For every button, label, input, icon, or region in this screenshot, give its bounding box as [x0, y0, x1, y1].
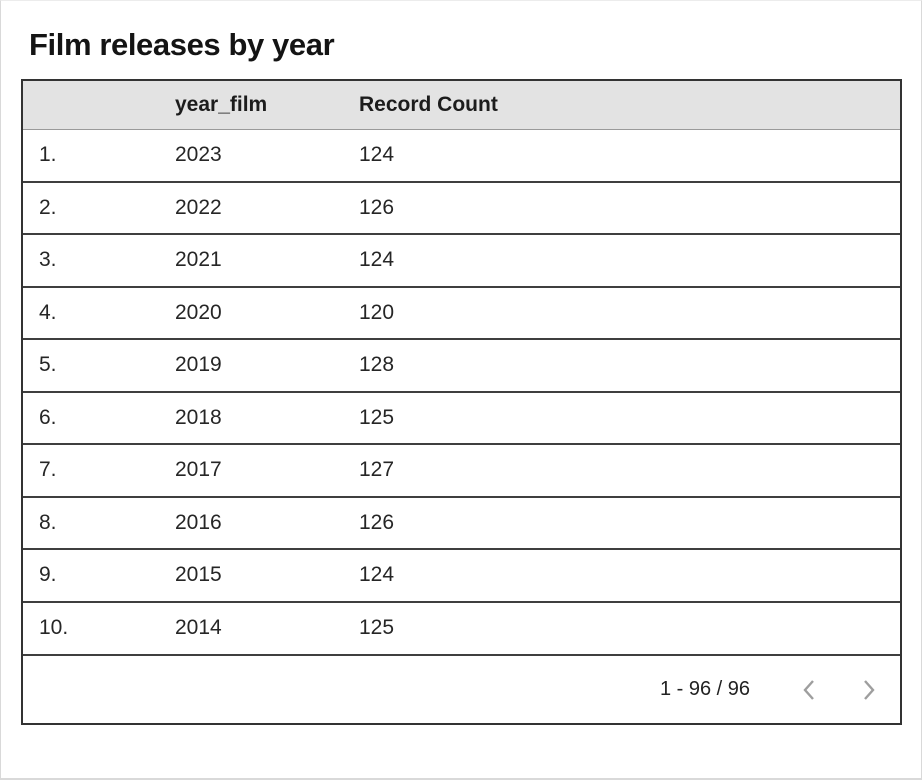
row-number-cell: 2.: [23, 181, 159, 234]
year-film-cell: 2016: [159, 496, 343, 549]
table-row: 7. 2017 127: [23, 444, 900, 497]
table-header: year_film Record Count: [23, 81, 900, 130]
row-number-cell: 10.: [23, 601, 159, 654]
record-count-cell: 125: [343, 601, 900, 654]
header-row: year_film Record Count: [23, 81, 900, 130]
col-header-year-film[interactable]: year_film: [159, 81, 343, 130]
table-row: 2. 2022 126: [23, 181, 900, 234]
record-count-cell: 126: [343, 181, 900, 234]
record-count-cell: 124: [343, 234, 900, 287]
year-film-cell: 2014: [159, 601, 343, 654]
table-row: 5. 2019 128: [23, 339, 900, 392]
table-row: 3. 2021 124: [23, 234, 900, 287]
table-row: 1. 2023 124: [23, 129, 900, 182]
pagination-range-label: 1 - 96 / 96: [659, 678, 750, 700]
table-card: year_film Record Count 1. 2023 124 2. 20…: [21, 79, 902, 725]
pagination-prev-button[interactable]: [786, 666, 834, 714]
table-row: 10. 2014 125: [23, 601, 900, 654]
record-count-cell: 120: [343, 286, 900, 339]
year-film-cell: 2019: [159, 339, 343, 392]
row-number-cell: 6.: [23, 391, 159, 444]
record-count-cell: 127: [343, 444, 900, 497]
year-film-cell: 2022: [159, 181, 343, 234]
row-number-cell: 3.: [23, 234, 159, 287]
row-number-cell: 7.: [23, 444, 159, 497]
table-row: 8. 2016 126: [23, 496, 900, 549]
year-film-cell: 2017: [159, 444, 343, 497]
record-count-cell: 124: [343, 129, 900, 182]
year-film-cell: 2023: [159, 129, 343, 182]
row-number-cell: 1.: [23, 129, 159, 182]
row-number-cell: 4.: [23, 286, 159, 339]
row-number-cell: 8.: [23, 496, 159, 549]
year-film-cell: 2018: [159, 391, 343, 444]
table-body: 1. 2023 124 2. 2022 126 3. 2021 124 4. 2…: [23, 129, 900, 654]
record-count-cell: 126: [343, 496, 900, 549]
year-film-cell: 2021: [159, 234, 343, 287]
page-title: Film releases by year: [29, 27, 335, 62]
row-number-cell: 9.: [23, 549, 159, 602]
data-table: year_film Record Count 1. 2023 124 2. 20…: [23, 81, 900, 654]
year-film-cell: 2015: [159, 549, 343, 602]
row-number-cell: 5.: [23, 339, 159, 392]
year-film-cell: 2020: [159, 286, 343, 339]
record-count-cell: 124: [343, 549, 900, 602]
record-count-cell: 128: [343, 339, 900, 392]
table-row: 4. 2020 120: [23, 286, 900, 339]
pagination-next-button[interactable]: [844, 666, 892, 714]
table-row: 9. 2015 124: [23, 549, 900, 602]
record-count-cell: 125: [343, 391, 900, 444]
table-row: 6. 2018 125: [23, 391, 900, 444]
chevron-left-icon: [803, 679, 814, 700]
col-header-record-count[interactable]: Record Count: [343, 81, 900, 130]
chevron-right-icon: [864, 679, 875, 700]
col-header-row-number: [23, 81, 159, 130]
pagination-bar: 1 - 96 / 96: [23, 654, 900, 723]
